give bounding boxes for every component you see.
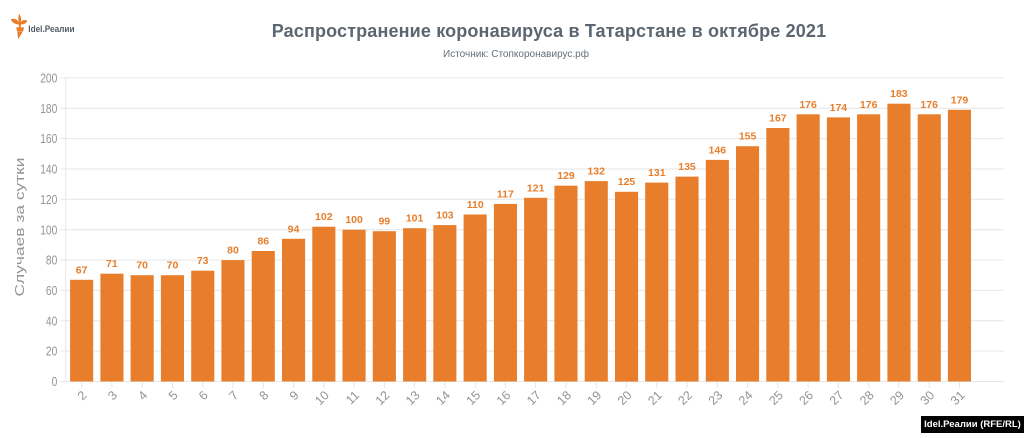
svg-text:3: 3 xyxy=(105,388,120,403)
svg-text:8: 8 xyxy=(257,388,272,403)
svg-text:20: 20 xyxy=(615,388,635,408)
svg-text:13: 13 xyxy=(403,388,423,408)
svg-text:70: 70 xyxy=(136,260,148,272)
svg-text:2: 2 xyxy=(75,388,90,403)
svg-text:71: 71 xyxy=(106,258,118,270)
svg-text:102: 102 xyxy=(315,211,333,223)
svg-text:21: 21 xyxy=(645,388,665,408)
svg-text:101: 101 xyxy=(406,213,424,225)
svg-text:183: 183 xyxy=(890,88,908,100)
svg-text:125: 125 xyxy=(618,176,636,188)
svg-text:176: 176 xyxy=(860,99,878,111)
svg-text:19: 19 xyxy=(585,388,605,408)
svg-text:117: 117 xyxy=(497,188,514,200)
svg-text:80: 80 xyxy=(46,253,57,268)
svg-text:40: 40 xyxy=(46,313,57,328)
svg-text:23: 23 xyxy=(706,388,726,408)
svg-text:94: 94 xyxy=(288,223,300,235)
svg-text:16: 16 xyxy=(494,388,514,408)
svg-text:27: 27 xyxy=(827,388,847,408)
svg-text:100: 100 xyxy=(345,214,363,226)
svg-text:176: 176 xyxy=(920,99,938,111)
svg-text:155: 155 xyxy=(739,131,757,143)
svg-text:174: 174 xyxy=(830,102,848,114)
svg-text:26: 26 xyxy=(796,388,816,408)
svg-text:86: 86 xyxy=(257,236,269,248)
svg-text:15: 15 xyxy=(464,388,484,408)
svg-text:Idel.Реалии: Idel.Реалии xyxy=(28,24,74,34)
svg-text:24: 24 xyxy=(736,388,756,408)
svg-text:140: 140 xyxy=(40,162,57,177)
svg-text:67: 67 xyxy=(76,264,88,276)
svg-text:103: 103 xyxy=(436,210,454,222)
svg-text:4: 4 xyxy=(136,388,151,403)
svg-text:14: 14 xyxy=(433,388,453,408)
svg-text:120: 120 xyxy=(40,192,57,207)
svg-text:160: 160 xyxy=(40,131,57,146)
svg-text:179: 179 xyxy=(951,94,969,106)
svg-text:110: 110 xyxy=(467,199,484,211)
svg-text:10: 10 xyxy=(312,388,332,408)
svg-text:100: 100 xyxy=(40,222,57,237)
svg-text:11: 11 xyxy=(343,388,362,407)
svg-text:Случаев за сутки: Случаев за сутки xyxy=(12,158,27,297)
svg-text:132: 132 xyxy=(587,166,605,178)
svg-text:31: 31 xyxy=(948,388,968,408)
svg-text:135: 135 xyxy=(678,161,696,173)
svg-text:5: 5 xyxy=(166,388,181,403)
svg-text:28: 28 xyxy=(857,388,877,408)
svg-text:60: 60 xyxy=(46,283,57,298)
svg-text:17: 17 xyxy=(524,388,544,408)
svg-text:9: 9 xyxy=(287,388,302,403)
svg-text:129: 129 xyxy=(557,170,575,182)
svg-text:131: 131 xyxy=(648,167,666,179)
svg-text:0: 0 xyxy=(52,374,58,389)
svg-text:20: 20 xyxy=(46,344,57,359)
svg-text:12: 12 xyxy=(373,388,393,408)
svg-text:7: 7 xyxy=(226,388,241,403)
svg-text:70: 70 xyxy=(167,260,179,272)
svg-text:73: 73 xyxy=(197,255,209,267)
svg-text:29: 29 xyxy=(887,388,907,408)
svg-text:22: 22 xyxy=(675,388,695,408)
svg-text:25: 25 xyxy=(766,388,786,408)
svg-text:6: 6 xyxy=(196,388,211,403)
svg-text:121: 121 xyxy=(527,182,545,194)
svg-text:30: 30 xyxy=(918,388,938,408)
svg-text:80: 80 xyxy=(227,245,239,257)
svg-text:200: 200 xyxy=(40,71,57,86)
svg-text:146: 146 xyxy=(709,144,727,156)
svg-text:180: 180 xyxy=(40,101,57,116)
svg-text:18: 18 xyxy=(554,388,574,408)
svg-text:176: 176 xyxy=(799,99,817,111)
svg-text:99: 99 xyxy=(378,216,390,228)
svg-text:167: 167 xyxy=(769,113,787,125)
